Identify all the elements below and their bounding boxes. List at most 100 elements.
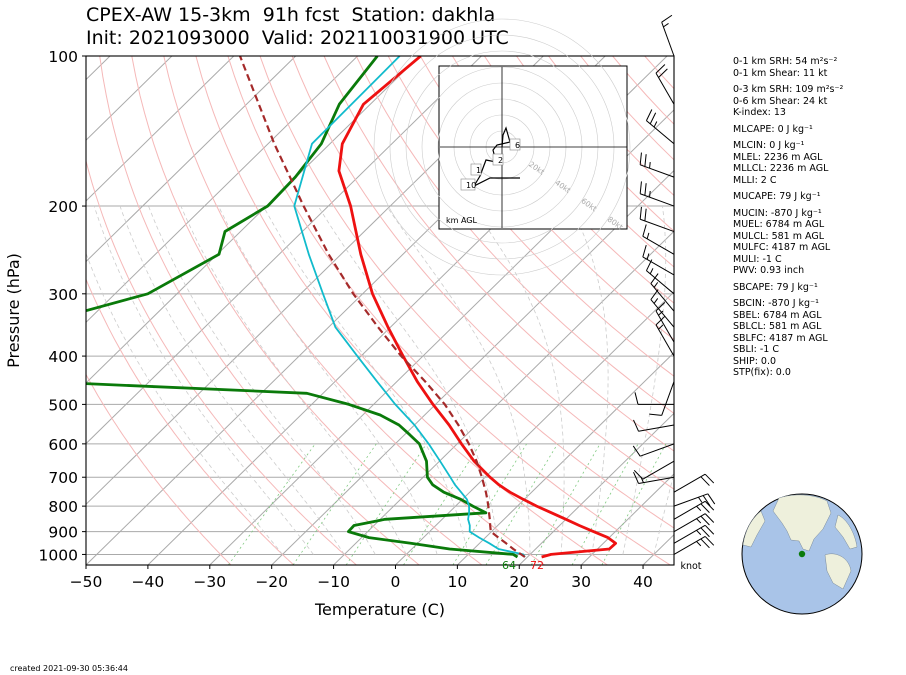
barb-flag bbox=[655, 315, 666, 326]
barb-half-flag bbox=[646, 232, 650, 239]
barb-flag bbox=[644, 154, 647, 167]
x-tick-label: −10 bbox=[317, 573, 350, 591]
barb-flag bbox=[704, 500, 715, 511]
isotherm bbox=[271, 169, 674, 565]
barb-half-flag bbox=[698, 496, 703, 503]
mixing-ratio-line bbox=[485, 443, 558, 565]
barb-flag bbox=[644, 183, 647, 196]
y-tick-label: 900 bbox=[48, 524, 78, 542]
wetbulb-line bbox=[293, 56, 526, 558]
barb-shaft bbox=[640, 164, 675, 178]
isotherm bbox=[86, 56, 420, 384]
x-tick-label: 30 bbox=[571, 573, 591, 591]
y-tick-label: 100 bbox=[48, 48, 78, 66]
wind-barb bbox=[673, 493, 716, 507]
wind-barb bbox=[633, 471, 675, 484]
dewpoint-line bbox=[86, 56, 519, 559]
barb-flag bbox=[650, 273, 659, 284]
mixing-ratio-line bbox=[292, 443, 377, 565]
profile-lines bbox=[86, 56, 617, 559]
dry-adiabat bbox=[195, 56, 608, 565]
sounding-parameter: STP(fix): 0.0 bbox=[733, 367, 791, 378]
dry-adiabat bbox=[323, 56, 674, 452]
wind-barb bbox=[632, 443, 675, 457]
barb-shaft bbox=[673, 500, 706, 520]
hodograph-height-label: 2 bbox=[498, 156, 503, 165]
wind-barb bbox=[639, 152, 675, 178]
barb-flag bbox=[700, 476, 710, 486]
isotherm bbox=[457, 351, 674, 565]
barb-shaft bbox=[673, 524, 706, 544]
sounding-parameter: SBEL: 6784 m AGL bbox=[733, 309, 822, 321]
wind-barb bbox=[645, 259, 675, 295]
wind-barb bbox=[673, 500, 715, 520]
barb-flag bbox=[644, 208, 647, 221]
sounding-parameter: PWV: 0.93 inch bbox=[733, 265, 805, 276]
globe-land-africa-south bbox=[824, 553, 852, 590]
surface-temperature-label: 72 bbox=[530, 559, 544, 572]
chart-title: CPEX-AW 15-3km 91h fcst Station: dakhla I… bbox=[86, 4, 509, 50]
hodograph-height-box bbox=[460, 178, 476, 191]
barb-flag bbox=[645, 109, 653, 121]
barb-half-flag bbox=[653, 298, 659, 304]
wind-barb bbox=[642, 244, 675, 276]
hodograph-agl-label: km AGL bbox=[446, 216, 478, 225]
barb-shaft bbox=[650, 283, 675, 312]
surface-dewpoint-label: 64 bbox=[502, 559, 516, 572]
barb-half-flag bbox=[649, 162, 651, 169]
hodograph-height-label: 6 bbox=[515, 141, 520, 150]
dry-adiabat bbox=[99, 56, 420, 565]
wind-barb bbox=[673, 473, 715, 493]
background-lines bbox=[86, 56, 674, 565]
sounding-parameters: 0-1 km SRH: 54 m²s⁻² 0-1 km Shear: 11 kt 0… bbox=[733, 56, 843, 379]
y-tick-label: 400 bbox=[48, 348, 78, 366]
sounding-parameter: MLCIN: 0 J kg⁻¹ bbox=[733, 140, 805, 151]
hodograph-height-box bbox=[470, 163, 482, 176]
wind-barb bbox=[645, 109, 675, 145]
sounding-parameter: K-index: 13 bbox=[733, 107, 786, 118]
barb-half-flag bbox=[696, 518, 702, 524]
sounding-parameter: SBLI: -1 C bbox=[733, 344, 779, 355]
dry-adiabat bbox=[86, 373, 232, 565]
globe-land-americas bbox=[742, 510, 766, 548]
barb-flag bbox=[639, 152, 642, 165]
barb-half-flag bbox=[640, 476, 644, 483]
dry-adiabat bbox=[355, 56, 674, 415]
barb-flag bbox=[633, 419, 640, 432]
barb-half-flag bbox=[649, 190, 651, 198]
x-tick-label: 10 bbox=[448, 573, 468, 591]
created-timestamp: created 2021-09-30 05:36:44 bbox=[10, 664, 128, 673]
hodograph-height-label: 1 bbox=[476, 166, 481, 175]
sounding-parameter: 0-1 km Shear: 11 kt bbox=[733, 67, 828, 79]
barb-flag bbox=[655, 64, 666, 74]
station-marker bbox=[798, 550, 806, 558]
moist-adiabat bbox=[386, 205, 531, 555]
barb-half-flag bbox=[646, 253, 650, 260]
dry-adiabat bbox=[451, 56, 674, 304]
isotherm bbox=[86, 56, 297, 263]
barb-flag bbox=[704, 473, 715, 484]
wind-barb bbox=[655, 315, 675, 357]
x-axis-label: Temperature (C) bbox=[314, 600, 445, 619]
wind-barb bbox=[639, 181, 675, 207]
moist-adiabat bbox=[180, 205, 407, 555]
axes: −50 −40 −30 −20 −10 0 10 20 30 40 100 200 300 400 500 6… bbox=[4, 48, 653, 619]
temperature-line bbox=[337, 56, 617, 559]
wind-barb bbox=[661, 14, 675, 57]
x-tick-label: 0 bbox=[391, 573, 401, 591]
barb-shaft bbox=[642, 460, 675, 480]
barb-half-flag bbox=[658, 310, 664, 316]
moist-adiabat bbox=[471, 205, 565, 555]
barb-shaft bbox=[655, 324, 675, 357]
hodograph-frame bbox=[438, 65, 628, 230]
moist-adiabat bbox=[148, 205, 376, 555]
barb-flag bbox=[634, 392, 639, 405]
y-tick-label: 300 bbox=[48, 286, 78, 304]
isotherm bbox=[580, 473, 674, 565]
sounding-parameter: 0-3 km SRH: 109 m²s⁻² bbox=[733, 84, 844, 95]
sounding-parameter: SBCIN: -870 J kg⁻¹ bbox=[733, 298, 819, 309]
sounding-parameter: SHIP: 0.0 bbox=[733, 355, 777, 367]
moist-adiabat bbox=[262, 205, 469, 555]
parcel-line bbox=[238, 56, 526, 558]
